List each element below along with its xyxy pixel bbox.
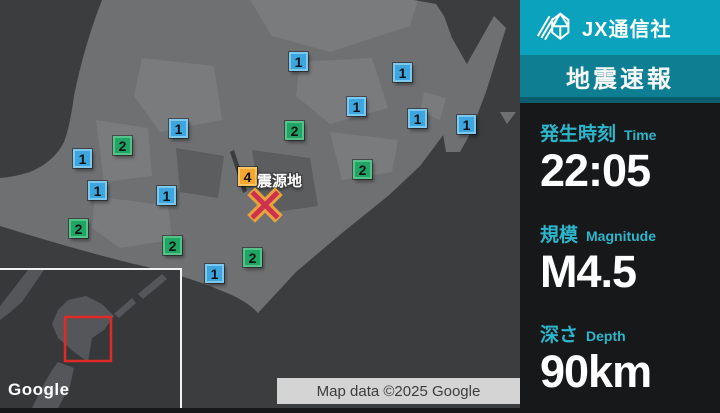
intensity-2-marker: 2: [113, 136, 132, 155]
intensity-1-marker: 1: [393, 63, 412, 82]
time-section: 発生時刻 Time 22:05: [540, 119, 720, 196]
intensity-1-marker: 1: [289, 52, 308, 71]
magnitude-section: 規模 Magnitude M4.5: [540, 220, 720, 297]
magnitude-value: M4.5: [540, 245, 637, 297]
intensity-1-marker: 1: [457, 115, 476, 134]
intensity-2-marker: 2: [353, 160, 372, 179]
brand-name: JX通信社: [582, 19, 672, 41]
intensity-1-marker: 1: [157, 186, 176, 205]
inset-region-box: [63, 315, 113, 363]
depth-label-en: Depth: [586, 328, 626, 344]
magnitude-label-en: Magnitude: [586, 227, 657, 244]
map-attribution: Map data ©2025 Google: [277, 378, 520, 404]
depth-value: 90km: [540, 346, 652, 397]
intensity-1-marker: 1: [408, 109, 427, 128]
intensity-1-marker: 1: [347, 97, 366, 116]
intensity-2-marker: 2: [163, 236, 182, 255]
intensity-2-marker: 2: [285, 121, 304, 140]
intensity-2-marker: 2: [69, 219, 88, 238]
intensity-2-marker: 2: [243, 248, 262, 267]
google-logo[interactable]: Google: [8, 380, 70, 399]
alert-banner-text: 地震速報: [566, 65, 674, 93]
time-value: 22:05: [540, 145, 651, 196]
jx-press-logo-icon: [536, 11, 570, 40]
epicenter-label: 震源地: [257, 173, 303, 190]
inset-japan-map: [0, 270, 180, 408]
depth-label-jp: 深さ: [540, 325, 579, 346]
time-label-en: Time: [624, 127, 657, 143]
epicenter-intensity-badge: 4: [238, 167, 257, 186]
intensity-1-marker: 1: [73, 149, 92, 168]
intensity-1-marker: 1: [205, 264, 224, 283]
earthquake-info-panel: JX通信社 地震速報 発生時刻 Time 22:05 規模 Magnitude …: [520, 0, 720, 408]
alert-banner: 地震速報: [520, 55, 720, 97]
inset-overview-map: Google: [0, 268, 182, 408]
banner-shadow-strip: [520, 97, 720, 103]
quake-details: 発生時刻 Time 22:05 規模 Magnitude M4.5 深さ Dep…: [520, 103, 720, 397]
brand-header: JX通信社: [520, 0, 720, 55]
time-label-jp: 発生時刻: [540, 124, 617, 145]
magnitude-label-jp: 規模: [540, 224, 579, 246]
epicenter-x-icon: [247, 187, 283, 223]
depth-section: 深さ Depth 90km: [540, 320, 720, 397]
intensity-1-marker: 1: [88, 181, 107, 200]
intensity-1-marker: 1: [169, 119, 188, 138]
